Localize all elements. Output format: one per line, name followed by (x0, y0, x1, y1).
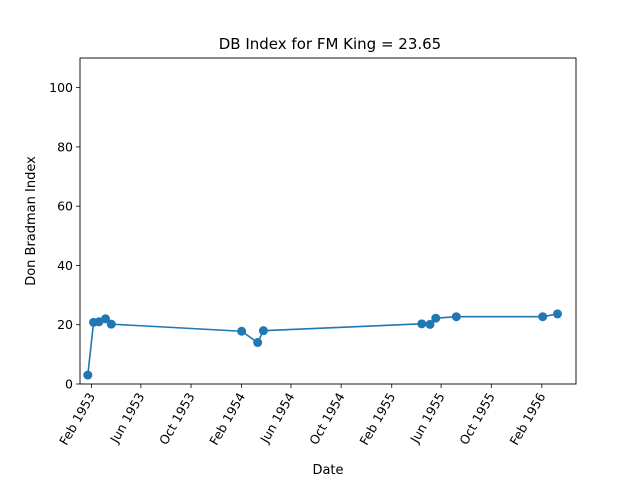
data-point (100, 314, 110, 324)
y-tick-label: 80 (57, 139, 73, 154)
y-tick-label: 100 (49, 80, 73, 95)
data-point (258, 326, 268, 336)
data-point (552, 309, 562, 319)
data-point (237, 326, 247, 336)
y-axis-label: Don Bradman Index (24, 156, 39, 286)
chart-title: DB Index for FM King = 23.65 (219, 35, 441, 53)
data-point (106, 319, 116, 329)
y-tick-label: 0 (65, 377, 73, 392)
data-point (451, 312, 461, 322)
y-tick-label: 60 (57, 199, 73, 214)
data-point (425, 319, 435, 329)
data-point (253, 338, 263, 348)
data-point (538, 312, 548, 322)
axes-frame (79, 57, 577, 385)
y-tick-label: 40 (57, 258, 73, 273)
data-point (417, 319, 427, 329)
data-point (83, 370, 93, 380)
x-axis-label: Date (312, 463, 343, 478)
y-tick-label: 20 (57, 317, 73, 332)
data-point (431, 313, 441, 323)
